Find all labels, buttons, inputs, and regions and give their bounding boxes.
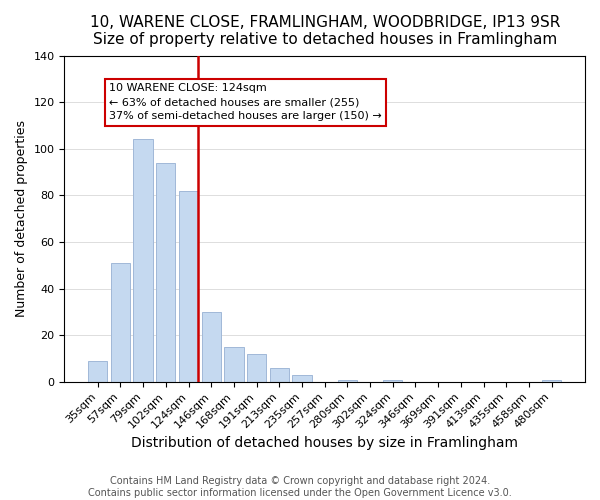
Text: 10 WARENE CLOSE: 124sqm
← 63% of detached houses are smaller (255)
37% of semi-d: 10 WARENE CLOSE: 124sqm ← 63% of detache… xyxy=(109,84,382,122)
Bar xyxy=(156,162,175,382)
X-axis label: Distribution of detached houses by size in Framlingham: Distribution of detached houses by size … xyxy=(131,436,518,450)
Bar xyxy=(111,263,130,382)
Bar xyxy=(542,380,562,382)
Bar xyxy=(88,361,107,382)
Bar xyxy=(338,380,357,382)
Bar xyxy=(247,354,266,382)
Y-axis label: Number of detached properties: Number of detached properties xyxy=(15,120,28,317)
Bar xyxy=(292,375,311,382)
Title: 10, WARENE CLOSE, FRAMLINGHAM, WOODBRIDGE, IP13 9SR
Size of property relative to: 10, WARENE CLOSE, FRAMLINGHAM, WOODBRIDG… xyxy=(89,15,560,48)
Bar xyxy=(269,368,289,382)
Bar xyxy=(383,380,403,382)
Bar xyxy=(179,190,198,382)
Bar xyxy=(224,347,244,382)
Bar xyxy=(202,312,221,382)
Text: Contains HM Land Registry data © Crown copyright and database right 2024.
Contai: Contains HM Land Registry data © Crown c… xyxy=(88,476,512,498)
Bar xyxy=(133,140,153,382)
